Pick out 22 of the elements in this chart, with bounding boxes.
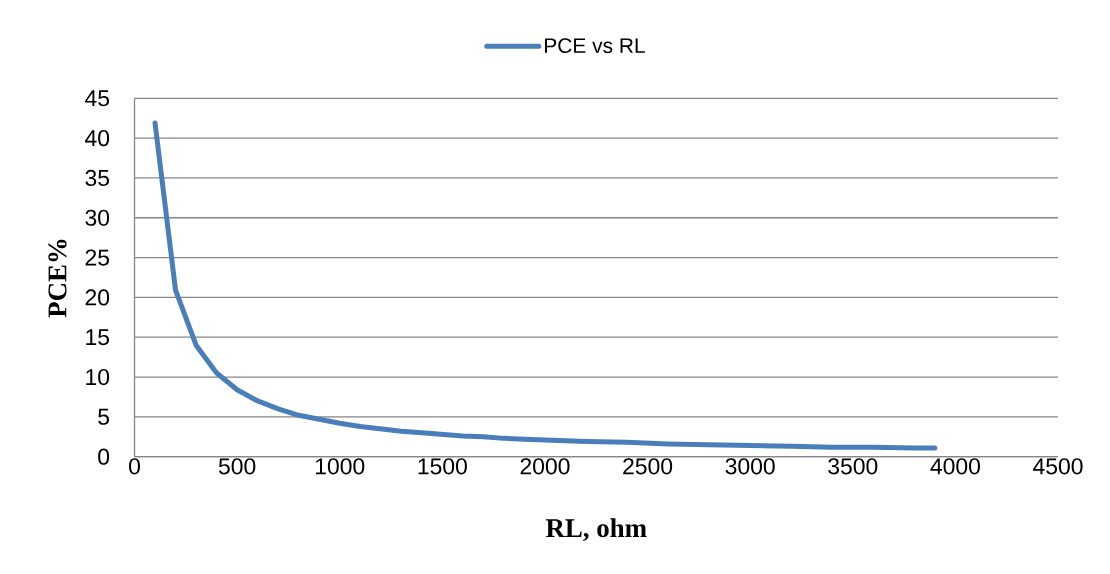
- y-tick-label: 40: [85, 130, 110, 147]
- y-tick-label: 35: [85, 169, 110, 187]
- legend-label: PCE vs RL: [545, 38, 645, 54]
- x-tick-label: 0: [129, 458, 140, 475]
- x-tick-label: 2000: [520, 458, 570, 475]
- y-tick-label: 10: [86, 368, 110, 386]
- y-axis-title: PCE%: [48, 239, 67, 318]
- y-tick-label: 5: [98, 408, 110, 425]
- x-tick-label: 2500: [623, 458, 673, 475]
- x-tick-label: 4500: [1033, 458, 1083, 475]
- x-tick-label: 1000: [315, 458, 365, 475]
- y-tick-label: 45: [85, 90, 110, 107]
- x-tick-label: 500: [218, 458, 256, 475]
- x-tick-label: 3500: [828, 458, 878, 475]
- x-tick-label: 4000: [930, 458, 980, 475]
- x-tick-label: 3000: [725, 458, 775, 475]
- y-tick-label: 25: [85, 249, 110, 266]
- y-tick-label: 15: [86, 329, 110, 346]
- y-tick-label: 20: [85, 289, 110, 306]
- x-axis-title: RL, ohm: [545, 518, 647, 542]
- y-tick-label: 30: [85, 209, 110, 226]
- x-tick-label: 1500: [418, 458, 467, 475]
